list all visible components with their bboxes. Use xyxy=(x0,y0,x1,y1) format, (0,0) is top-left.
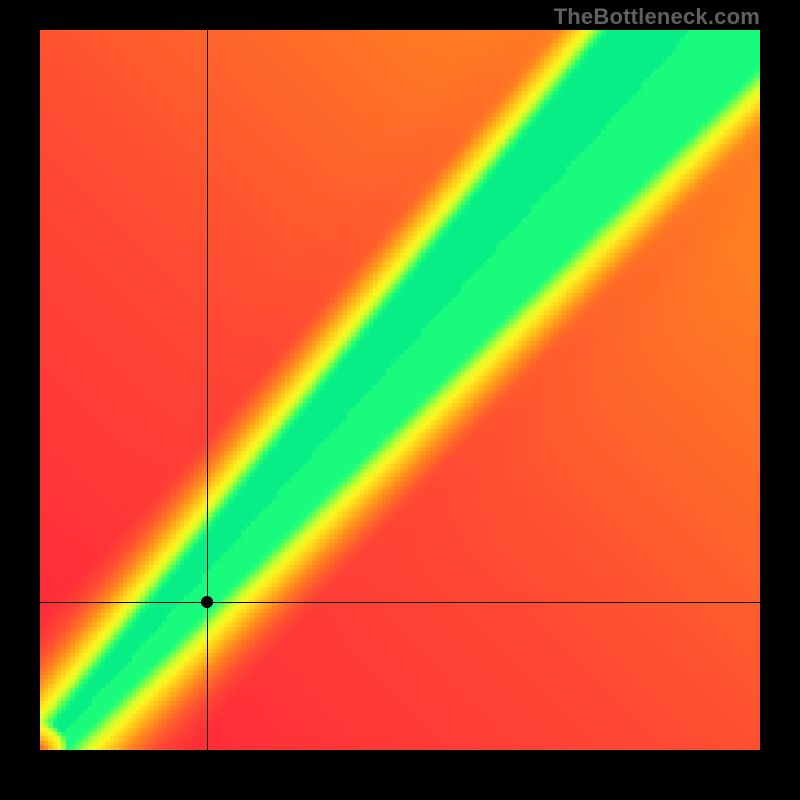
plot-area xyxy=(40,30,760,750)
bottleneck-heatmap xyxy=(40,30,760,750)
watermark-text: TheBottleneck.com xyxy=(554,4,760,30)
page-root: TheBottleneck.com xyxy=(0,0,800,800)
